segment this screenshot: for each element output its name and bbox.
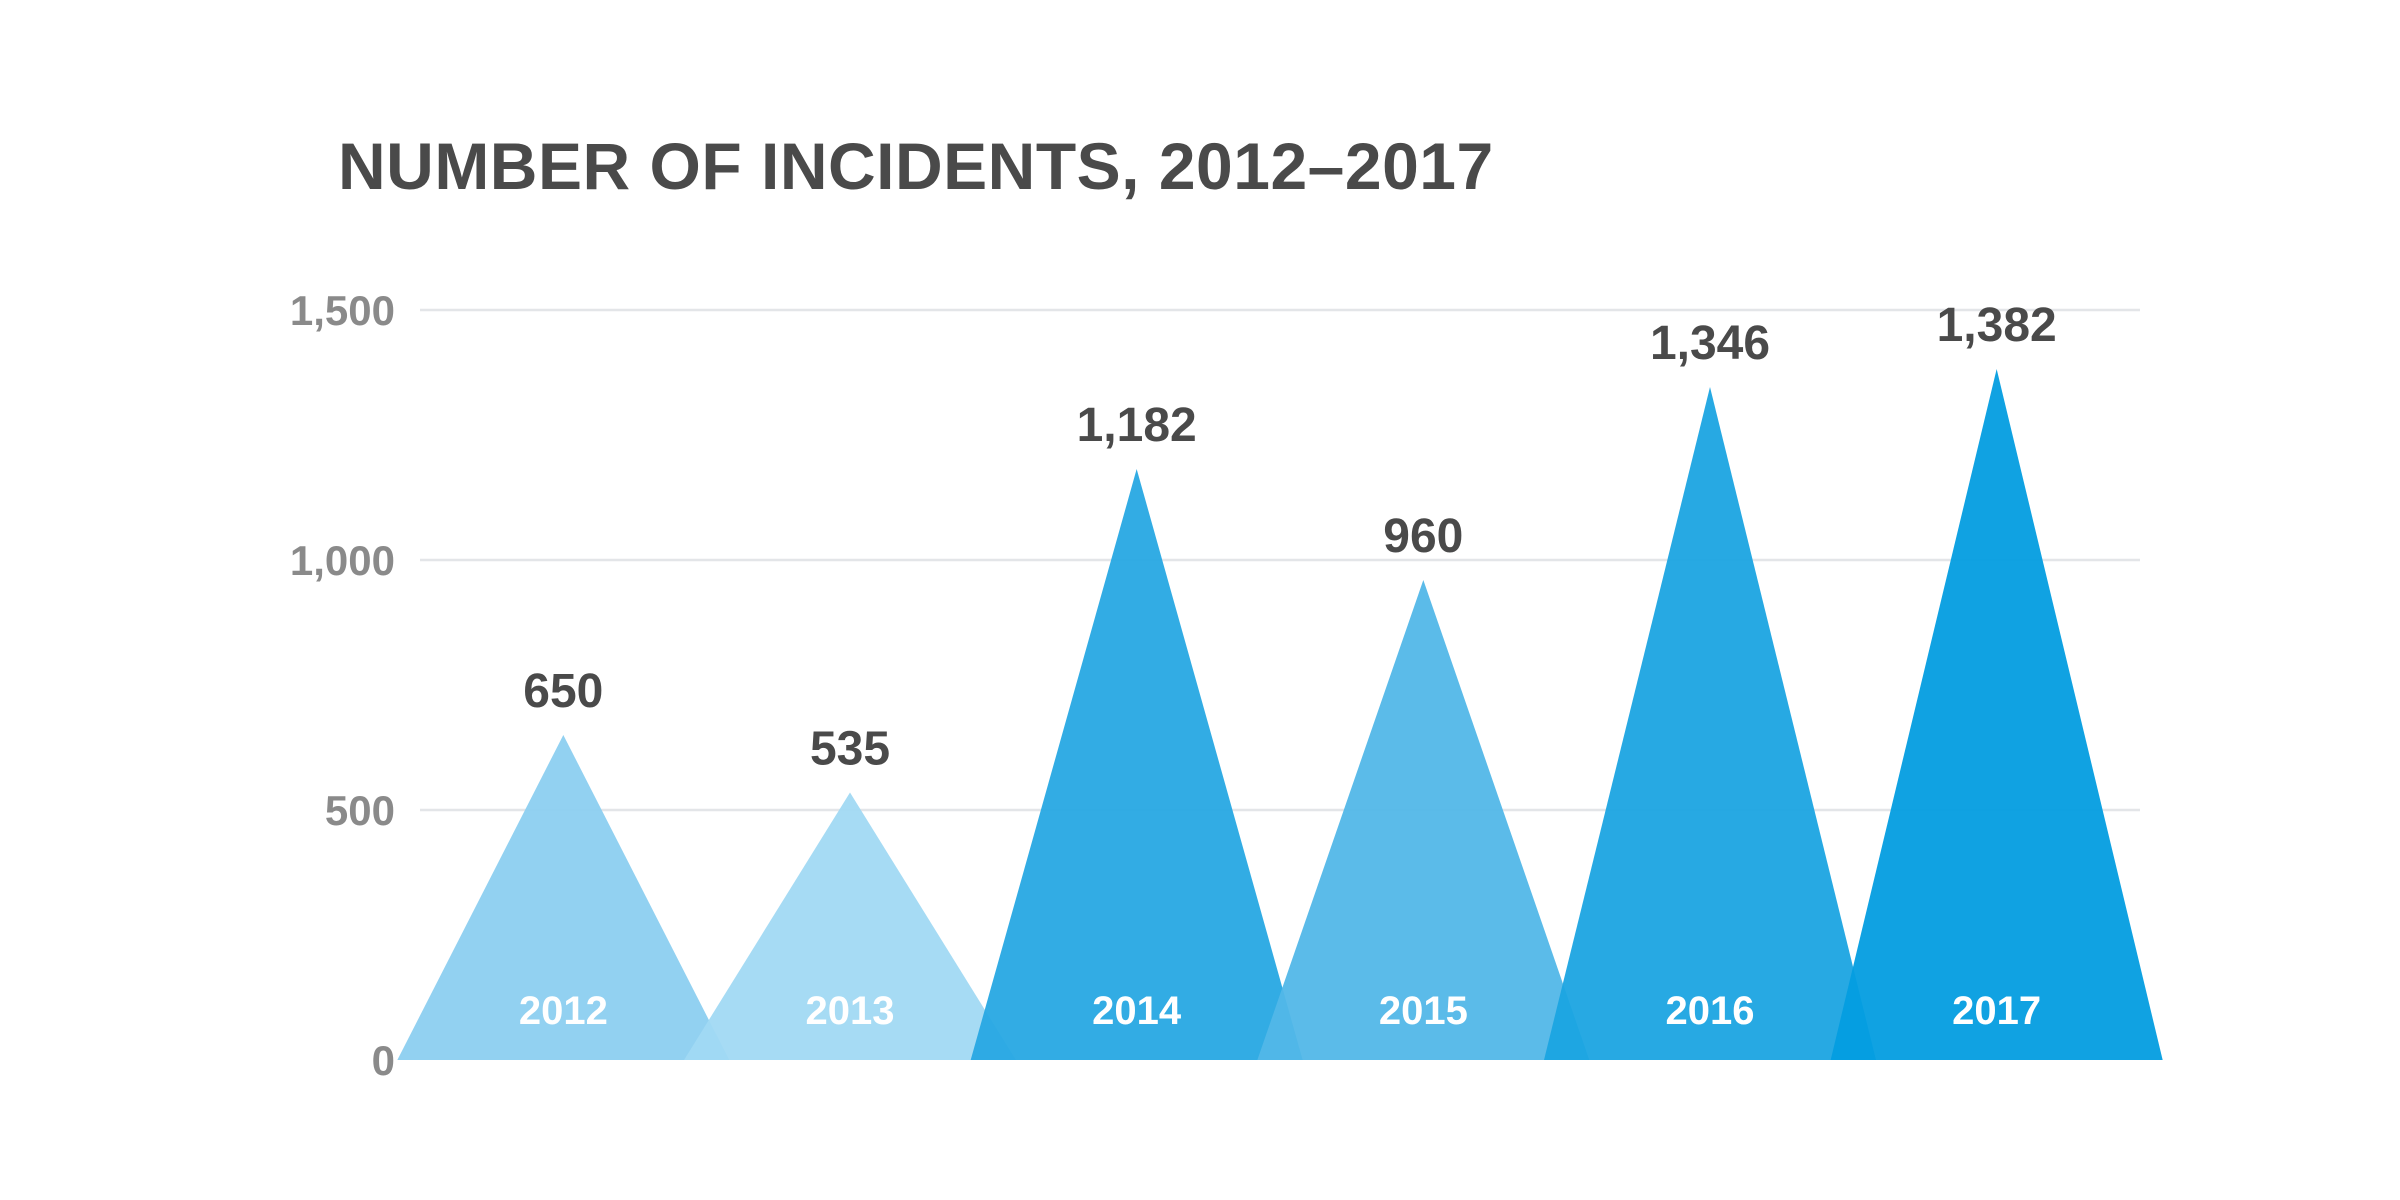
y-tick-label: 1,500: [290, 287, 395, 334]
data-label-2012: 650: [523, 665, 603, 718]
data-label-2015: 960: [1383, 510, 1463, 563]
category-label-2016: 2016: [1666, 989, 1755, 1033]
y-tick-label: 1,000: [290, 537, 395, 584]
y-axis: 0 500 1,000 1,500: [290, 287, 395, 1084]
bar-2017: [1830, 369, 2163, 1060]
bar-2014: [970, 469, 1303, 1060]
bar-2016: [1544, 387, 1876, 1060]
category-label-2013: 2013: [806, 989, 895, 1033]
category-labels: 2012 2013 2014 2015 2016 2017: [519, 989, 2041, 1033]
bar-2013: [684, 792, 1016, 1060]
category-label-2012: 2012: [519, 989, 608, 1033]
category-label-2015: 2015: [1379, 989, 1468, 1033]
data-label-2013: 535: [810, 723, 890, 776]
y-tick-label: 0: [372, 1037, 395, 1084]
data-label-2016: 1,346: [1650, 317, 1770, 370]
data-label-2014: 1,182: [1077, 399, 1197, 452]
bar-2012: [397, 735, 730, 1060]
bar-2015: [1257, 580, 1590, 1060]
data-labels: 650 535 1,182 960 1,346 1,382: [523, 299, 2056, 776]
category-label-2014: 2014: [1092, 989, 1182, 1033]
y-tick-label: 500: [325, 787, 395, 834]
gridlines: [420, 308, 2140, 812]
data-label-2017: 1,382: [1937, 299, 2057, 352]
bars: [397, 369, 2163, 1060]
category-label-2017: 2017: [1952, 989, 2041, 1033]
chart-title: NUMBER OF INCIDENTS, 2012–2017: [338, 129, 1494, 203]
